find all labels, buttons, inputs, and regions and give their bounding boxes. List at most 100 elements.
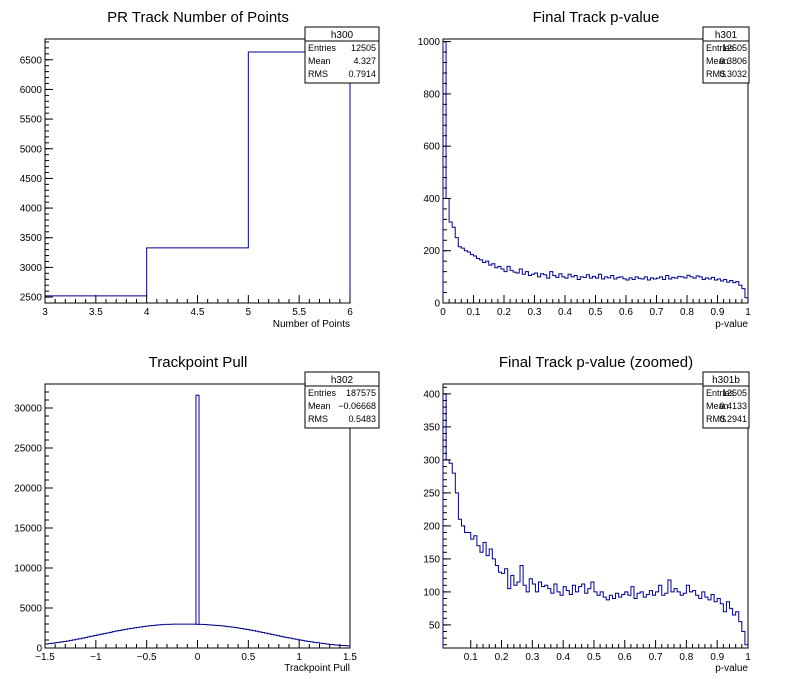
stats-name-h301: h301 — [715, 30, 738, 41]
plot-area-h301: 0 0.1 0.2 0.3 0.4 0.5 0.6 0.7 0.8 0.9 1 0 200 400 600 8… — [418, 37, 751, 318]
x-tick-label-h301b: 0.4 — [556, 652, 570, 663]
stats-mean-h302: −0.06668 — [338, 401, 376, 411]
x-axis-label-h301b: p-value — [715, 663, 748, 674]
x-tick-label-h302: −1 — [90, 652, 102, 663]
stats-mean-label-h300: Mean — [308, 56, 331, 66]
stats-entries-label-h300: Entries — [308, 43, 337, 53]
x-tick-label-h301: 0.6 — [619, 307, 633, 318]
stats-entries-h302: 187575 — [346, 388, 376, 398]
stats-box-h300: h300 Entries 12505 Mean 4.327 RMS 0.7914 — [304, 26, 380, 84]
stats-rms-label-h301b: RMS — [706, 414, 726, 424]
y-tick-label-h300: 3000 — [20, 263, 43, 274]
y-tick-label-h301b: 250 — [423, 488, 440, 499]
x-tick-label-h301b: 0.1 — [464, 652, 478, 663]
plot-frame-h300 — [44, 38, 351, 304]
y-tick-label-h302: 15000 — [14, 524, 42, 535]
x-tick-label-h301: 0.7 — [650, 307, 664, 318]
plot-area-h302: −1.5 −1 −0.5 0 0.5 1 1.5 0 5000 10000 15000 20000 25… — [14, 383, 357, 663]
stats-box-h301: h301 Entries 12505 Mean 0.3806 RMS 0.303… — [702, 26, 750, 84]
x-tick-label-h301b: 0.3 — [525, 652, 539, 663]
plot-area-h300: 3 3.5 4 4.5 5 5.5 6 2500 3000 3500 4000 4500 5000 550… — [20, 38, 353, 318]
stats-entries-h301: 12505 — [722, 43, 747, 53]
stats-entries-label-h302: Entries — [308, 388, 337, 398]
histogram-line-h300 — [44, 51, 351, 303]
chart-title-h301: Final Track p-value — [533, 9, 660, 26]
x-tick-label-h301: 0.1 — [467, 307, 481, 318]
panel-h300: PR Track Number of Points Number of Poin… — [20, 9, 380, 330]
stats-entries-h300: 12505 — [351, 43, 376, 53]
x-tick-label-h300: 4 — [144, 307, 150, 318]
chart-title-h302: Trackpoint Pull — [149, 354, 248, 371]
stats-rms-h301b: 0.2941 — [719, 414, 747, 424]
stats-mean-label-h302: Mean — [308, 401, 331, 411]
chart-title-h300: PR Track Number of Points — [107, 9, 289, 26]
panel-h302: Trackpoint Pull Trackpoint Pull −1.5 −1 −0… — [14, 354, 380, 674]
x-axis-label-h302: Trackpoint Pull — [284, 663, 350, 674]
stats-rms-label-h301: RMS — [706, 69, 726, 79]
y-tick-label-h300: 3500 — [20, 233, 43, 244]
stats-box-h302: h302 Entries 187575 Mean −0.06668 RMS 0.… — [304, 371, 380, 429]
y-tick-label-h302: 10000 — [14, 564, 42, 575]
panel-h301b: Final Track p-value (zoomed) p-value 0.1… — [423, 354, 751, 674]
y-tick-label-h302: 20000 — [14, 484, 42, 495]
stats-rms-h302: 0.5483 — [348, 414, 376, 424]
x-tick-label-h301: 0.3 — [528, 307, 542, 318]
x-tick-label-h301: 0.8 — [680, 307, 694, 318]
x-tick-label-h302: 1.5 — [343, 652, 357, 663]
stats-name-h300: h300 — [331, 30, 354, 41]
x-tick-label-h301b: 0.6 — [618, 652, 632, 663]
stats-rms-h301: 0.3032 — [719, 69, 747, 79]
x-tick-label-h301b: 0.7 — [649, 652, 663, 663]
y-tick-label-h302: 25000 — [14, 444, 42, 455]
x-tick-label-h302: 0 — [195, 652, 201, 663]
y-tick-label-h300: 5500 — [20, 115, 43, 126]
x-tick-label-h302: −1.5 — [35, 652, 55, 663]
x-tick-label-h300: 3.5 — [89, 307, 103, 318]
stats-mean-h301b: 0.4133 — [719, 401, 747, 411]
stats-rms-h300: 0.7914 — [348, 69, 376, 79]
stats-entries-label-h301: Entries — [706, 43, 735, 53]
stats-mean-h300: 4.327 — [353, 56, 376, 66]
panel-h301: Final Track p-value p-value 0 0.1 0.2 0.3 0.… — [418, 9, 751, 330]
y-tick-label-h300: 6500 — [20, 55, 43, 66]
stats-entries-h301b: 12505 — [722, 388, 747, 398]
x-tick-label-h300: 6 — [347, 307, 353, 318]
y-tick-label-h301b: 300 — [423, 455, 440, 466]
y-tick-label-h301b: 200 — [423, 521, 440, 532]
x-tick-label-h300: 5 — [246, 307, 252, 318]
y-tick-label-h300: 6000 — [20, 85, 43, 96]
y-tick-label-h300: 5000 — [20, 144, 43, 155]
x-tick-label-h302: −0.5 — [137, 652, 157, 663]
y-tick-label-h301b: 100 — [423, 587, 440, 598]
y-tick-label-h301b: 400 — [423, 389, 440, 400]
x-tick-label-h301: 0.9 — [711, 307, 725, 318]
stats-name-h301b: h301b — [712, 375, 740, 386]
stats-box-h301b: h301b Entries 12505 Mean 0.4133 RMS 0.29… — [702, 371, 750, 429]
y-tick-label-h302: 5000 — [20, 604, 43, 615]
y-tick-label-h302: 0 — [36, 644, 42, 655]
histogram-peak-h302 — [195, 394, 200, 625]
x-tick-label-h301b: 0.5 — [587, 652, 601, 663]
y-tick-label-h301: 0 — [434, 299, 440, 310]
y-tick-label-h300: 2500 — [20, 293, 43, 304]
x-axis-label-h301: p-value — [715, 319, 748, 330]
stats-mean-h301: 0.3806 — [719, 56, 747, 66]
x-tick-label-h302: 0.5 — [241, 652, 255, 663]
histogram-line-h302 — [44, 623, 351, 648]
y-tick-label-h301: 400 — [423, 194, 440, 205]
plot-frame-h302 — [44, 383, 351, 649]
stats-mean-label-h301: Mean — [706, 56, 729, 66]
x-tick-label-h301b: 0.8 — [679, 652, 693, 663]
x-tick-label-h300: 3 — [42, 307, 48, 318]
stats-name-h302: h302 — [331, 375, 354, 386]
stats-rms-label-h300: RMS — [308, 69, 328, 79]
plot-frame-h301b — [442, 383, 749, 649]
x-tick-label-h301b: 0.9 — [710, 652, 724, 663]
y-tick-label-h301b: 150 — [423, 554, 440, 565]
plot-area-h301b: 0.1 0.2 0.3 0.4 0.5 0.6 0.7 0.8 0.9 1501001502002… — [423, 383, 751, 663]
x-tick-label-h300: 5.5 — [292, 307, 306, 318]
histogram-line-h301 — [442, 41, 749, 303]
x-axis-label-h300: Number of Points — [273, 319, 350, 330]
chart-title-h301b: Final Track p-value (zoomed) — [499, 354, 693, 371]
